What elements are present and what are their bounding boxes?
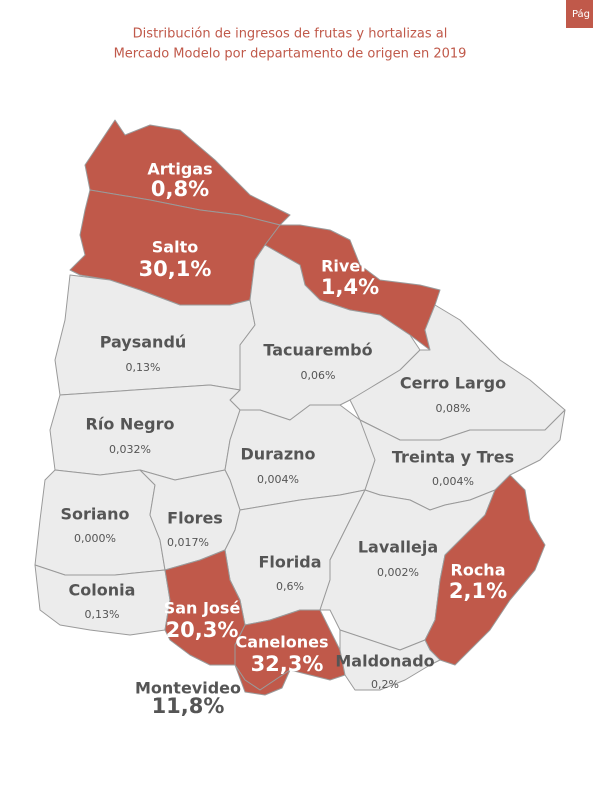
region-name: Lavalleja bbox=[358, 538, 438, 557]
region-value: 0,6% bbox=[276, 580, 304, 593]
region-name: Artigas bbox=[147, 160, 212, 179]
region-value: 0,8% bbox=[151, 177, 209, 201]
region-value: 0,08% bbox=[436, 402, 471, 415]
region-value: 0,004% bbox=[432, 475, 474, 488]
title-line: Distribución de ingresos de frutas y hor… bbox=[133, 27, 448, 42]
region-name: Rivera bbox=[321, 257, 379, 276]
region-name: Florida bbox=[258, 553, 321, 572]
region-value: 11,8% bbox=[152, 694, 225, 718]
region-shape bbox=[34, 564, 171, 636]
region-value: 2,1% bbox=[449, 579, 507, 603]
region-name: San José bbox=[164, 599, 241, 618]
region-value: 32,3% bbox=[251, 652, 324, 676]
region-value: 20,3% bbox=[166, 618, 239, 642]
region-name: Canelones bbox=[235, 633, 328, 652]
region-name: Treinta y Tres bbox=[392, 448, 514, 467]
region-value: 0,000% bbox=[74, 532, 116, 545]
tab-bg[interactable] bbox=[566, 0, 593, 28]
region-value: 0,032% bbox=[109, 443, 151, 456]
region-value: 0,002% bbox=[377, 566, 419, 579]
region-name: Paysandú bbox=[100, 333, 187, 352]
region-name: Cerro Largo bbox=[400, 374, 506, 393]
region-name: Rocha bbox=[451, 561, 506, 580]
regions bbox=[34, 119, 566, 696]
region-value: 0,13% bbox=[126, 361, 161, 374]
region-value: 0,2% bbox=[371, 678, 399, 691]
region-name: Tacuarembó bbox=[263, 341, 372, 360]
region-name: Durazno bbox=[240, 445, 315, 464]
region-name: Salto bbox=[152, 238, 198, 257]
tab[interactable]: Pág bbox=[572, 8, 590, 20]
region-value: 0,13% bbox=[85, 608, 120, 621]
region-name: Colonia bbox=[69, 581, 136, 600]
region-value: 0,004% bbox=[257, 473, 299, 486]
region-shape bbox=[234, 664, 291, 696]
labels: Artigas 0,8% Salto 30,1% Rivera 1,4% Pay… bbox=[60, 160, 514, 719]
region-name: Soriano bbox=[60, 505, 129, 524]
region-value: 1,4% bbox=[321, 275, 379, 299]
title-line: Mercado Modelo por departamento de orige… bbox=[114, 47, 467, 62]
region-name: Río Negro bbox=[86, 415, 175, 434]
region-value: 30,1% bbox=[139, 257, 212, 281]
region-shape bbox=[339, 629, 441, 691]
region-shape bbox=[424, 474, 546, 666]
region-name: Flores bbox=[167, 509, 223, 528]
region-name: Maldonado bbox=[335, 652, 434, 671]
region-value: 0,06% bbox=[301, 369, 336, 382]
region-value: 0,017% bbox=[167, 536, 209, 549]
region-name: Montevideo bbox=[135, 679, 241, 698]
